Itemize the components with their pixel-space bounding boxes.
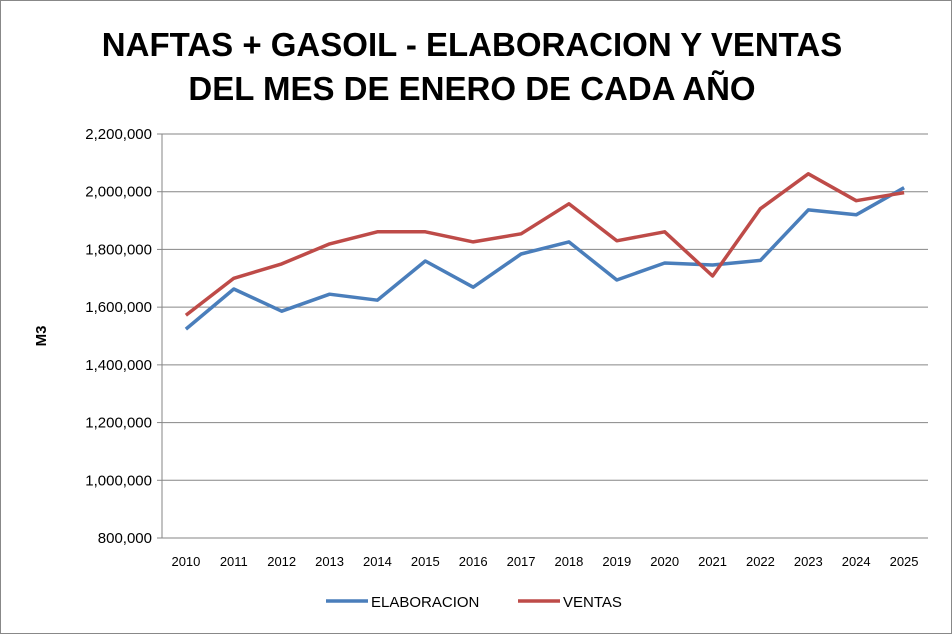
x-tick-label: 2024 [842, 554, 871, 569]
legend-label-elaboracion: ELABORACION [371, 594, 479, 611]
y-tick-label: 1,400,000 [85, 357, 152, 374]
y-tick-label: 1,200,000 [85, 415, 152, 432]
x-tick-label: 2012 [267, 554, 296, 569]
x-tick-label: 2010 [171, 554, 200, 569]
x-tick-label: 2016 [459, 554, 488, 569]
legend-label-ventas: VENTAS [563, 594, 622, 611]
x-tick-label: 2025 [890, 554, 919, 569]
y-tick-label: 1,000,000 [85, 472, 152, 489]
chart-title-line-2: DEL MES DE ENERO DE CADA AÑO [188, 70, 755, 107]
x-tick-label: 2019 [602, 554, 631, 569]
y-tick-label: 1,800,000 [85, 241, 152, 258]
x-tick-label: 2020 [650, 554, 679, 569]
x-tick-label: 2018 [554, 554, 583, 569]
chart-title-line-1: NAFTAS + GASOIL - ELABORACION Y VENTAS [102, 26, 842, 63]
y-tick-label: 2,200,000 [85, 126, 152, 143]
x-tick-label: 2015 [411, 554, 440, 569]
x-tick-label: 2017 [507, 554, 536, 569]
x-tick-label: 2013 [315, 554, 344, 569]
series-line-ventas [184, 172, 905, 317]
series-line-elaboracion [184, 186, 905, 331]
y-tick-label: 1,600,000 [85, 299, 152, 316]
x-tick-label: 2021 [698, 554, 727, 569]
y-axis-label: M3 [33, 326, 50, 347]
y-tick-label: 800,000 [98, 530, 152, 547]
x-tick-label: 2023 [794, 554, 823, 569]
x-tick-label: 2011 [220, 554, 248, 569]
y-tick-label: 2,000,000 [85, 184, 152, 201]
x-tick-label: 2014 [363, 554, 392, 569]
x-tick-label: 2022 [746, 554, 775, 569]
